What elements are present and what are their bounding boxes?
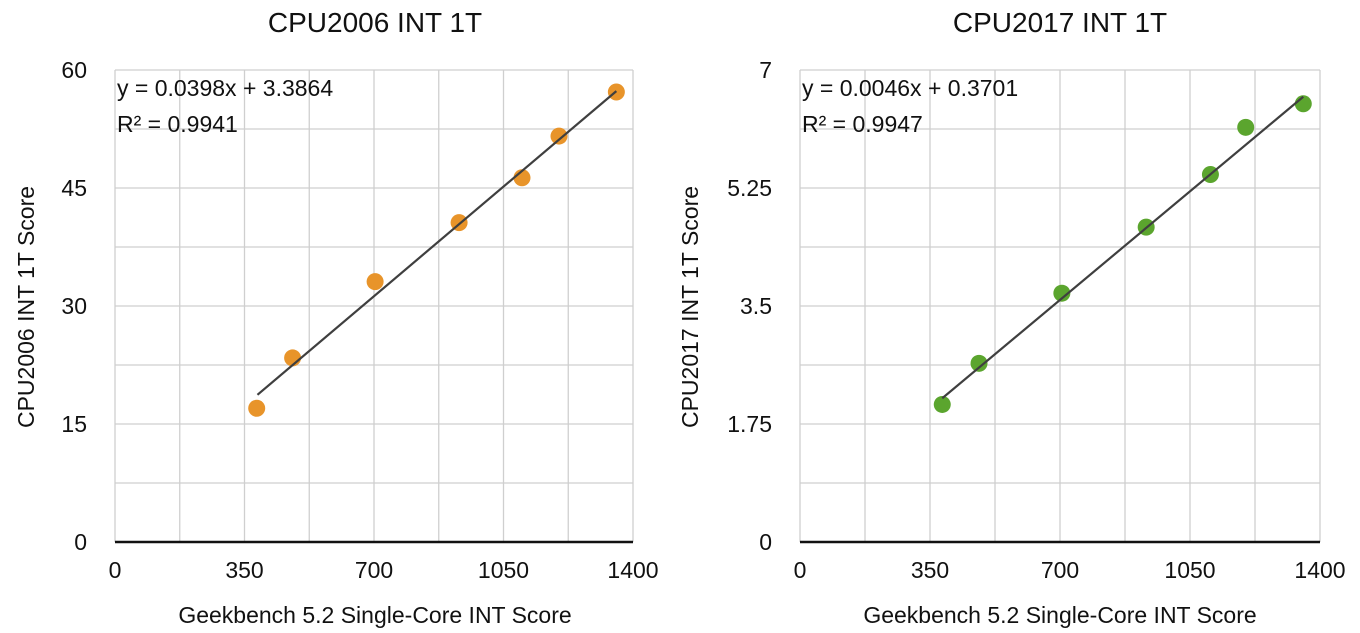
y-tick-label: 0 — [759, 529, 772, 555]
y-tick-label: 1.75 — [727, 411, 772, 437]
data-point — [970, 354, 988, 372]
y-tick-label: 7 — [759, 57, 772, 83]
data-point — [366, 273, 384, 291]
trendline — [256, 90, 618, 396]
x-axis-label: Geekbench 5.2 Single-Core INT Score — [863, 602, 1256, 628]
x-tick-label: 1400 — [1294, 557, 1345, 583]
data-point — [1053, 284, 1071, 302]
x-tick-label: 0 — [109, 557, 122, 583]
trendline-equation: y = 0.0046x + 0.3701 — [802, 75, 1018, 101]
y-tick-label: 5.25 — [727, 175, 772, 201]
y-tick-label: 3.5 — [740, 293, 772, 319]
chart-cpu2017: CPU2017 INT 1T Geekbench 5.2 Single-Core… — [677, 7, 1346, 628]
y-tick-label: 30 — [61, 293, 87, 319]
y-tick-label: 45 — [61, 175, 87, 201]
chart-title: CPU2006 INT 1T — [268, 7, 482, 38]
trendline — [941, 95, 1304, 400]
x-tick-label: 1050 — [1164, 557, 1215, 583]
x-tick-label: 1050 — [478, 557, 529, 583]
x-tick-label: 350 — [225, 557, 263, 583]
x-tick-label: 1400 — [607, 557, 658, 583]
chart-title: CPU2017 INT 1T — [953, 7, 1167, 38]
data-point — [933, 395, 951, 413]
r-squared: R² = 0.9947 — [802, 111, 923, 137]
y-tick-label: 15 — [61, 411, 87, 437]
data-point — [1237, 118, 1255, 136]
data-point — [550, 127, 568, 145]
y-tick-label: 60 — [61, 57, 87, 83]
chart-cpu2006: CPU2006 INT 1T Geekbench 5.2 Single-Core… — [13, 7, 659, 628]
x-tick-label: 700 — [1041, 557, 1079, 583]
y-axis-label: CPU2006 INT 1T Score — [13, 186, 39, 428]
x-tick-label: 0 — [794, 557, 807, 583]
x-axis-label: Geekbench 5.2 Single-Core INT Score — [178, 602, 571, 628]
r-squared: R² = 0.9941 — [117, 111, 238, 137]
y-axis-label: CPU2017 INT 1T Score — [677, 186, 703, 428]
y-tick-label: 0 — [74, 529, 87, 555]
x-tick-label: 700 — [355, 557, 393, 583]
data-point — [248, 399, 266, 417]
x-tick-label: 350 — [911, 557, 949, 583]
trendline-equation: y = 0.0398x + 3.3864 — [117, 75, 333, 101]
